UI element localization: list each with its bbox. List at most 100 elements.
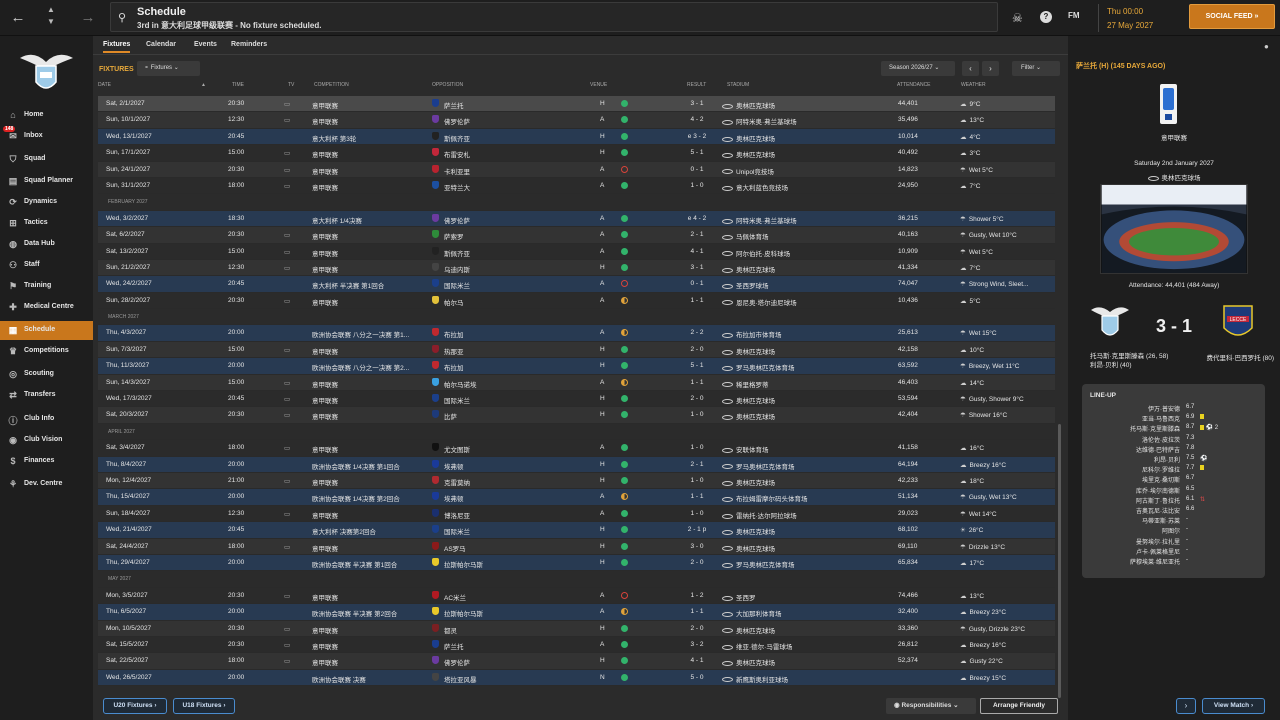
col-opposition[interactable]: OPPOSITION [432,82,464,88]
table-row[interactable]: Sun, 21/2/2027 12:30 ▭ 意甲联赛 乌迪内斯 H 3 - 1 奥林匹克球场… [98,259,1055,277]
col-result[interactable]: RESULT [687,82,707,88]
sidebar-item-schedule[interactable]: ▦ Schedule [0,321,93,340]
prev-season-button[interactable]: ‹ [962,61,979,76]
table-row[interactable]: Wed, 21/4/2027 20:45 意大利杯 决赛第2回合 国际米兰 H 2 - 1… [98,522,1055,539]
table-row[interactable]: Thu, 15/4/2027 20:00 欧洲协会联赛 1/4决赛 第2回合 埃弗顿 A… [98,489,1055,506]
lineup-row[interactable]: 卢卡·佩莱格里尼 - [1082,547,1265,556]
fixture-opposition[interactable]: 萨兰托 [444,643,464,651]
fixture-opposition[interactable]: 埃弗顿 [444,463,464,471]
col-venue[interactable]: VENUE [590,82,608,88]
lineup-row[interactable]: 托马斯·克里斯滕森 8.7 ⚽ 2 [1082,424,1265,433]
lineup-row[interactable]: 萨穆埃莱·维尼亚托 - [1082,557,1265,566]
table-row[interactable]: Sat, 6/2/2027 20:30 ▭ 意甲联赛 萨索罗 A 2 - 1 马佩体育场 40,… [98,227,1055,244]
fixture-opposition[interactable]: 佛罗伦萨 [444,217,470,225]
fixture-opposition[interactable]: 萨索罗 [444,234,464,242]
fixture-opposition[interactable]: 国际米兰 [444,529,470,537]
sidebar-item-club-vision[interactable]: ◉ Club Vision [0,431,93,450]
fixture-opposition[interactable]: 埃弗顿 [444,496,464,504]
col-time[interactable]: TIME [232,82,244,88]
fixture-opposition[interactable]: 国际米兰 [444,283,470,291]
lineup-row[interactable]: 尼科尔·罗维拉 7.7 [1082,465,1265,474]
sidebar-item-medical-centre[interactable]: ✚ Medical Centre [0,298,93,317]
fixture-opposition[interactable]: 佛罗伦萨 [444,119,470,127]
table-row[interactable]: Mon, 12/4/2027 21:00 ▭ 意甲联赛 克雷莫纳 H 1 - 0 奥林匹克球场… [98,472,1055,490]
lineup-row[interactable]: 马蒂亚斯·苏莱 - [1082,516,1265,525]
fixture-opposition[interactable]: 比萨 [444,414,457,422]
next-season-button[interactable]: › [982,61,999,76]
lineup-row[interactable]: 亚当·马鲁西克 6.9 [1082,414,1265,423]
next-match-button[interactable]: › [1176,698,1196,714]
skull-icon[interactable]: ☠ [1012,11,1023,25]
col-stadium[interactable]: STADIUM [727,82,750,88]
fixture-opposition[interactable]: 尤文图斯 [444,447,470,455]
tab-reminders[interactable]: Reminders [231,41,268,48]
col-date[interactable]: DATE [98,82,111,88]
u20-fixtures-button[interactable]: U20 Fixtures › [103,698,167,714]
page-title-box[interactable]: ⚲ Schedule 3rd in 意大利足球甲级联赛 - No fixture… [110,2,998,32]
responsibilities-dropdown[interactable]: ◉ Responsibilities ⌄ [886,698,976,714]
sidebar-item-competitions[interactable]: ♛ Competitions [0,342,93,361]
arrange-friendly-button[interactable]: Arrange Friendly [980,698,1058,714]
down-icon[interactable]: ▼ [47,17,55,26]
help-icon[interactable]: ? [1040,11,1052,23]
table-row[interactable]: Sat, 2/1/2027 20:30 ▭ 意甲联赛 萨兰托 H 3 - 1 奥林匹克球场 44… [98,96,1055,113]
sidebar-item-home[interactable]: ⌂ Home [0,106,93,125]
tab-events[interactable]: Events [194,41,217,48]
fixture-opposition[interactable]: 斯佩齐亚 [444,135,470,143]
search-icon[interactable]: ⚲ [118,12,127,24]
season-dropdown[interactable]: Season 2026/27 ⌄ [881,61,955,76]
col-attendance[interactable]: ATTENDANCE [897,82,931,88]
table-row[interactable]: Sun, 18/4/2027 12:30 ▭ 意甲联赛 博洛尼亚 A 1 - 0 雷纳托·达尔… [98,506,1055,523]
table-row[interactable]: Sat, 15/5/2027 20:30 ▭ 意甲联赛 萨兰托 A 3 - 2 维亚·德尔·马… [98,637,1055,654]
fixture-opposition[interactable]: 国际米兰 [444,398,470,406]
fixture-opposition[interactable]: 拉斯帕尔马斯 [444,611,483,619]
forward-arrow-icon[interactable]: → [80,9,96,26]
fixture-opposition[interactable]: 布拉加 [444,365,464,373]
fixtures-dropdown[interactable]: ⚬ Fixtures ⌄ [137,61,200,76]
view-match-button[interactable]: View Match › [1202,698,1265,714]
sidebar-item-transfers[interactable]: ⇄ Transfers [0,386,93,405]
filter-button[interactable]: Filter ⌄ [1012,61,1060,76]
table-row[interactable]: Sat, 22/5/2027 18:00 ▭ 意甲联赛 佛罗伦萨 H 4 - 1 奥林匹克球场… [98,653,1055,670]
table-row[interactable]: Sun, 24/1/2027 20:30 ▭ 意甲联赛 卡利亚里 A 0 - 1 Unipol… [98,161,1055,178]
table-row[interactable]: Sun, 14/3/2027 15:00 ▭ 意甲联赛 帕尔马诺埃 A 1 - 1 稀里格罗蒂… [98,374,1055,392]
table-row[interactable]: Sat, 24/4/2027 18:00 ▭ 意甲联赛 AS罗马 H 3 - 0 奥林匹克球场… [98,538,1055,555]
sidebar-item-dynamics[interactable]: ⟳ Dynamics [0,193,93,212]
table-row[interactable]: Sun, 31/1/2027 18:00 ▭ 意甲联赛 亚特兰大 A 1 - 0 意大利蓝色竞… [98,178,1055,195]
lineup-row[interactable]: 吉奥瓦尼·法比安 6.6 [1082,506,1265,515]
sidebar-item-club-info[interactable]: ⓘ Club Info [0,410,93,429]
lineup-row[interactable]: 阿图尔 - [1082,526,1265,535]
table-row[interactable]: Wed, 24/2/2027 20:45 意大利杯 半决赛 第1回合 国际米兰 A 0 -… [98,276,1055,293]
sidebar-item-dev-centre[interactable]: ⚘ Dev. Centre [0,475,93,494]
table-row[interactable]: Sat, 13/2/2027 15:00 ▭ 意甲联赛 斯佩齐亚 A 4 - 1 阿尔伯托·皮… [98,244,1055,260]
fixture-opposition[interactable]: AS罗马 [444,545,466,553]
table-row[interactable]: Mon, 3/5/2027 20:30 ▭ 意甲联赛 AC米兰 A 1 - 2 圣西罗 74,4… [98,588,1055,605]
scrollbar[interactable] [1058,424,1061,698]
table-row[interactable]: Sun, 17/1/2027 15:00 ▭ 意甲联赛 布雷安札 H 5 - 1 奥林匹克球场… [98,145,1055,162]
up-down-nav[interactable]: ▲ ▼ [44,4,58,28]
table-row[interactable]: Thu, 8/4/2027 20:00 欧洲协会联赛 1/4决赛 第1回合 埃弗顿 H 2… [98,456,1055,473]
sidebar-item-inbox[interactable]: ✉ Inbox 148 [0,126,93,146]
table-row[interactable]: Thu, 11/3/2027 20:00 欧洲协会联赛 八分之一决赛 第2... 布拉… [98,358,1055,375]
table-row[interactable]: Wed, 17/3/2027 20:45 ▭ 意甲联赛 国际米兰 H 2 - 0 奥林匹克球场… [98,391,1055,408]
fixture-opposition[interactable]: 斯佩齐亚 [444,250,470,258]
table-row[interactable]: Sun, 10/1/2027 12:30 ▭ 意甲联赛 佛罗伦萨 A 4 - 2 阿特米奥·弗… [98,112,1055,129]
tab-fixtures[interactable]: Fixtures [103,41,131,53]
tab-calendar[interactable]: Calendar [146,41,176,48]
fixture-opposition[interactable]: 都灵 [444,627,457,635]
game-date[interactable]: Thu 00:00 27 May 2027 [1098,4,1180,32]
fixture-opposition[interactable]: AC米兰 [444,594,467,602]
table-row[interactable]: Wed, 26/5/2027 20:00 欧洲协会联赛 决赛 塔拉亚风暴 N 5 - 0 新… [98,669,1055,687]
table-row[interactable]: Thu, 6/5/2027 20:00 欧洲协会联赛 半决赛 第2回合 拉斯帕尔马斯 A… [98,604,1055,621]
sidebar-item-training[interactable]: ⚑ Training [0,277,93,296]
sidebar-item-finances[interactable]: $ Finances [0,452,93,471]
u18-fixtures-button[interactable]: U18 Fixtures › [173,698,235,714]
lineup-row[interactable]: 曼努埃尔·拉扎里 - [1082,537,1265,546]
lineup-row[interactable]: 埃里克·桑切斯 6.7 [1082,475,1265,484]
fixture-opposition[interactable]: 塔拉亚风暴 [444,676,477,684]
sidebar-item-squad[interactable]: ⛉ Squad [0,150,93,169]
lineup-row[interactable]: 库乔·埃尔南德斯 6.5 [1082,486,1265,495]
fixture-opposition[interactable]: 布拉加 [444,332,464,340]
